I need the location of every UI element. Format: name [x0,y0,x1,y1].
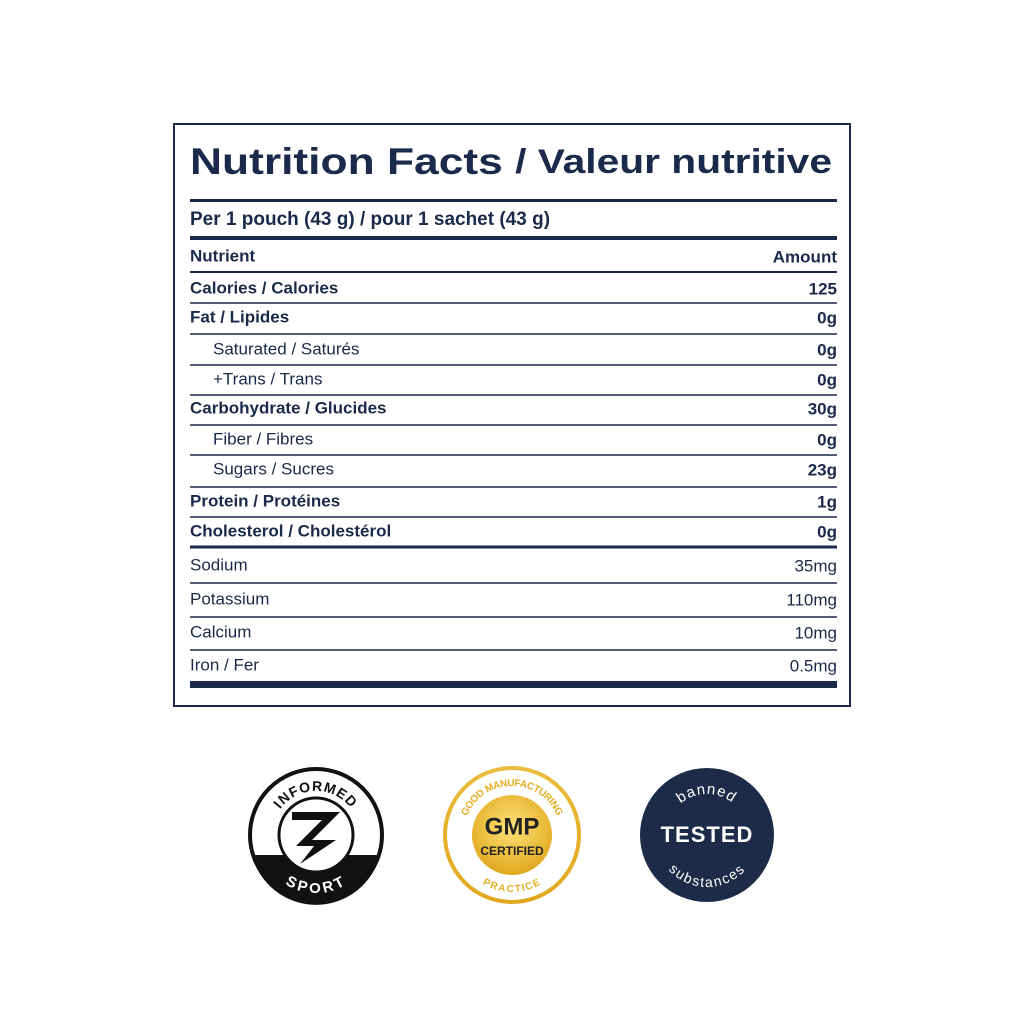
rule [190,199,837,202]
nutrient-name: Sodium [190,555,248,574]
rule [190,486,837,488]
title-fr: / Valeur nutritive [515,143,832,181]
nutrient-name: Fiber / Fibres [213,429,313,448]
nutrient-name: Fat / Lipides [190,307,289,326]
nutrient-name: Protein / Protéines [190,491,340,510]
rule [190,545,837,549]
rule [190,424,837,426]
nutrient-amount: 35mg [794,556,837,575]
nutrient-amount: 10mg [794,623,837,642]
nutrient-name: Calcium [190,622,251,641]
nutrient-amount: 23g [808,460,837,479]
header-nutrient: Nutrient [190,246,256,265]
header-amount: Amount [773,247,838,266]
nutrient-name: +Trans / Trans [213,369,322,388]
rows: Calories / Calories 125 Fat / Lipides 0g Sat… [190,278,837,675]
nutrient-amount: 0g [817,370,837,389]
rule [190,236,837,240]
nutrient-amount: 0g [817,308,837,327]
rule [190,681,837,688]
rule [190,454,837,456]
rule [190,649,837,651]
nutrient-amount: 0.5mg [790,656,837,675]
nutrient-name: Carbohydrate / Glucides [190,398,387,417]
nutrient-name: Potassium [190,589,269,608]
nutrient-name: Iron / Fer [190,655,259,674]
rule [190,394,837,396]
rule [190,616,837,618]
nutrient-name: Sugars / Sucres [213,459,334,478]
nutrient-name: Cholesterol / Cholestérol [190,521,391,540]
rule [190,302,837,304]
badge-informed-sport: INFORMED SPORT [248,767,384,905]
nutrient-amount: 0g [817,340,837,359]
serving-size: Per 1 pouch (43 g) / pour 1 sachet (43 g… [190,209,550,230]
nutrient-amount: 1g [817,492,837,511]
nutrient-amount: 0g [817,522,837,541]
nutrient-name: Calories / Calories [190,278,338,297]
rule [190,364,837,366]
badge-text: GMP [485,813,540,840]
rule [190,516,837,518]
badge-text: TESTED [661,822,754,847]
nutrient-amount: 0g [817,430,837,449]
badge-gmp: GOOD MANUFACTURING PRACTICE GMP CERTIFIE… [443,766,581,904]
nutrient-amount: 110mg [786,590,837,609]
rule [190,333,837,335]
nutrient-amount: 30g [808,399,837,418]
nutrient-name: Saturated / Saturés [213,339,359,358]
nutrient-amount: 125 [809,279,837,298]
badge-text: CERTIFIED [480,844,544,858]
label-frame [173,123,851,707]
rule [190,582,837,584]
rule [190,271,837,273]
title-en: Nutrition Facts [190,141,503,182]
badge-banned: banned substances TESTED [640,768,774,902]
label-title: Nutrition Facts / Valeur nutritive [190,141,832,182]
